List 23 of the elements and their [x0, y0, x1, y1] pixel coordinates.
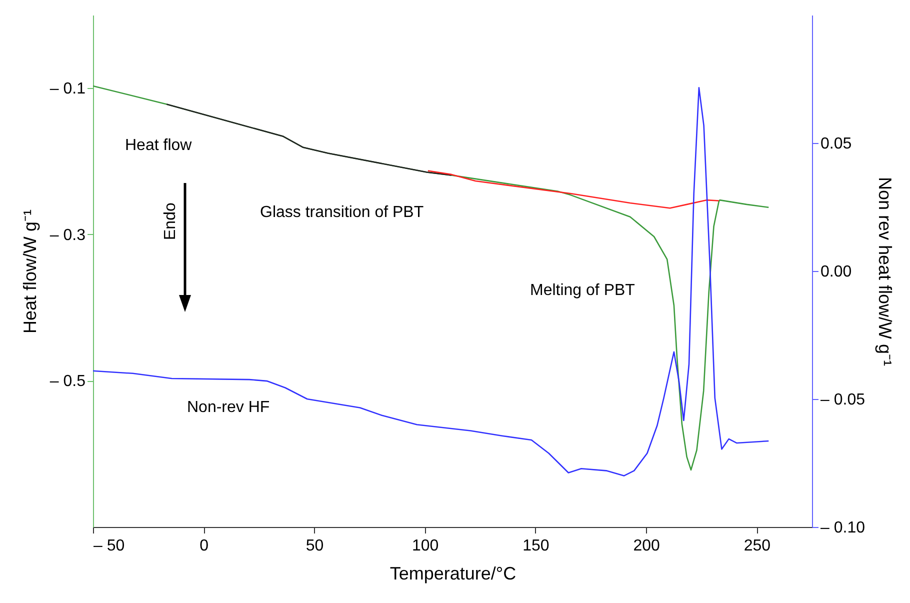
x-axis-title: Temperature/°C — [390, 564, 516, 584]
y-tick-label: – 0.5 — [50, 373, 86, 390]
y2-tick-label: – 0.05 — [820, 392, 866, 408]
x-tick-label: 0 — [200, 538, 209, 554]
y-tick-label: – 0.1 — [50, 80, 86, 98]
x-tick-label: 250 — [744, 538, 771, 554]
annotation: Endo — [162, 202, 179, 240]
x-tick-label: 50 — [306, 538, 324, 554]
y2-tick-label: 0.05 — [820, 136, 852, 152]
annotation: Heat flow — [125, 137, 192, 154]
y2-tick-label: – 0.10 — [820, 520, 866, 536]
x-tick-label: – 50 — [94, 538, 125, 554]
y-tick-label: – 0.3 — [50, 226, 86, 244]
annotation: Glass transition of PBT — [260, 204, 424, 221]
x-tick-label: 150 — [522, 538, 550, 554]
x-tick-label: 100 — [412, 538, 439, 554]
y2-tick-label: 0.00 — [820, 264, 852, 280]
annotation: Non-rev HF — [187, 399, 270, 416]
annotation: Melting of PBT — [530, 282, 636, 299]
x-tick-label: 200 — [633, 538, 660, 554]
line-series — [427, 170, 720, 209]
y2-axis-title: Non rev heat flow/W g⁻¹ — [874, 176, 895, 366]
y-axis-title: Heat flow/W g⁻¹ — [20, 209, 40, 334]
